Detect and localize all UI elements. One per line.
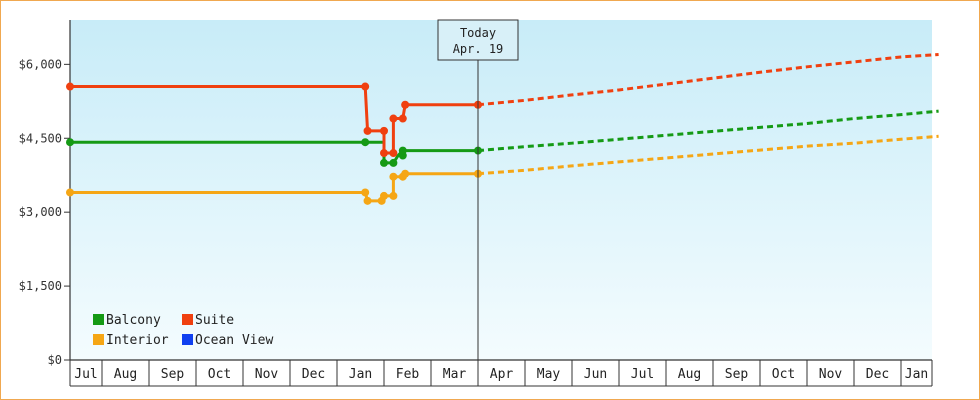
data-point-interior bbox=[66, 188, 74, 197]
plot-background bbox=[70, 20, 932, 360]
legend-label: Balcony bbox=[106, 313, 161, 328]
legend-label: Interior bbox=[106, 333, 169, 348]
data-point-suite bbox=[380, 149, 388, 158]
data-point-balcony bbox=[361, 138, 370, 147]
y-tick-label: $4,500 bbox=[19, 131, 62, 145]
data-point-suite bbox=[380, 126, 388, 135]
x-tick-label: Jan bbox=[905, 367, 928, 382]
y-tick-label: $6,000 bbox=[19, 57, 62, 71]
forecast-line-balcony bbox=[477, 109, 939, 153]
x-tick-label: Aug bbox=[114, 367, 137, 382]
series-line-suite bbox=[70, 85, 478, 155]
x-tick-label: May bbox=[537, 367, 561, 382]
x-tick-label: Jul bbox=[74, 367, 97, 382]
data-point-suite bbox=[361, 82, 370, 91]
data-point-interior bbox=[389, 191, 398, 200]
legend-swatch bbox=[182, 334, 193, 345]
data-point-suite bbox=[66, 82, 74, 91]
x-tick-label: Apr bbox=[490, 367, 514, 382]
today-label: Today bbox=[460, 26, 496, 40]
data-point-suite bbox=[363, 126, 372, 135]
data-point-interior bbox=[380, 191, 388, 200]
x-tick-label: Sep bbox=[161, 367, 185, 382]
legend-label: Suite bbox=[195, 313, 234, 328]
legend-label: Ocean View bbox=[195, 333, 273, 348]
y-tick-label: $3,000 bbox=[19, 205, 62, 219]
data-point-interior bbox=[363, 196, 372, 205]
legend-swatch bbox=[182, 314, 193, 325]
x-tick-label: Oct bbox=[772, 367, 795, 382]
today-date: Apr. 19 bbox=[453, 42, 504, 56]
data-point-interior bbox=[389, 172, 398, 181]
forecast-line-suite bbox=[477, 52, 939, 107]
x-tick-label: Dec bbox=[866, 367, 889, 382]
x-tick-label: Sep bbox=[725, 367, 749, 382]
data-point-suite bbox=[401, 100, 410, 109]
data-point-suite bbox=[389, 114, 398, 123]
data-point-balcony bbox=[380, 158, 388, 167]
series-lines bbox=[66, 52, 939, 205]
today-callout: Today Apr. 19 bbox=[437, 19, 519, 360]
x-tick-label: Oct bbox=[208, 367, 231, 382]
data-point-balcony bbox=[398, 146, 407, 155]
x-axis: Jul Aug Sep Oct Nov Dec Jan Feb Mar Apr May Jun Jul A… bbox=[69, 359, 933, 387]
data-point-interior bbox=[361, 188, 370, 197]
legend-swatch bbox=[93, 314, 104, 325]
x-tick-label: Jan bbox=[349, 367, 372, 382]
x-tick-label: Nov bbox=[819, 367, 843, 382]
x-tick-label: Jul bbox=[631, 367, 654, 382]
x-tick-label: Dec bbox=[302, 367, 325, 382]
data-point-suite bbox=[389, 149, 398, 158]
legend-swatch bbox=[93, 334, 104, 345]
data-point-balcony bbox=[389, 158, 398, 167]
x-tick-label: Nov bbox=[255, 367, 279, 382]
y-tick-label: $0 bbox=[48, 353, 62, 367]
data-point-suite bbox=[398, 114, 407, 123]
today-box bbox=[437, 19, 519, 61]
x-tick-label: Feb bbox=[396, 367, 420, 382]
data-point-balcony bbox=[66, 138, 74, 147]
legend: Balcony Suite Interior Ocean View bbox=[93, 313, 273, 348]
y-axis: $0 $1,500 $3,000 $4,500 $6,000 bbox=[19, 20, 71, 367]
forecast-line-interior bbox=[477, 134, 939, 176]
y-tick-label: $1,500 bbox=[19, 279, 62, 293]
x-tick-label: Mar bbox=[443, 367, 467, 382]
x-tick-label: Aug bbox=[678, 367, 701, 382]
x-tick-label: Jun bbox=[584, 367, 607, 382]
data-point-interior bbox=[401, 169, 410, 178]
